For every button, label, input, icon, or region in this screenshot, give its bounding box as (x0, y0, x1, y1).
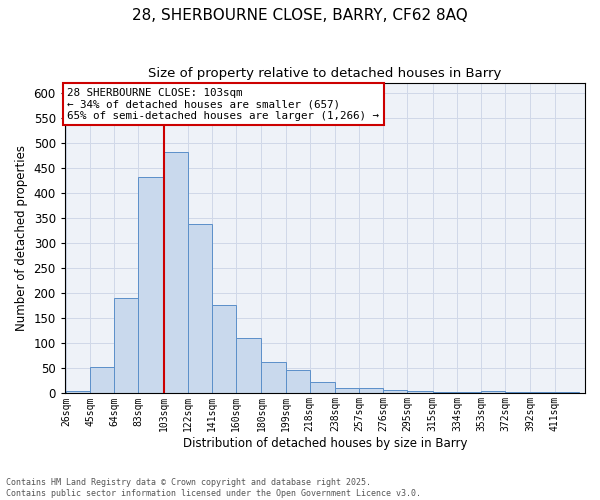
Bar (310, 382, 335, 394)
Bar (481, 391, 505, 394)
Bar (90, 368, 115, 394)
Y-axis label: Number of detached properties: Number of detached properties (15, 145, 28, 331)
Bar (286, 370, 310, 394)
Bar (433, 392, 457, 394)
Bar (457, 392, 481, 394)
Bar (359, 388, 383, 394)
Bar (212, 306, 236, 394)
Bar (407, 391, 433, 394)
Bar (66, 391, 90, 394)
Bar (530, 392, 554, 394)
Bar (139, 177, 164, 394)
Bar (262, 362, 286, 394)
X-axis label: Distribution of detached houses by size in Barry: Distribution of detached houses by size … (182, 437, 467, 450)
Bar (383, 390, 407, 394)
Bar (115, 298, 139, 394)
Bar (164, 152, 188, 394)
Text: 28 SHERBOURNE CLOSE: 103sqm
← 34% of detached houses are smaller (657)
65% of se: 28 SHERBOURNE CLOSE: 103sqm ← 34% of det… (67, 88, 379, 121)
Text: 28, SHERBOURNE CLOSE, BARRY, CF62 8AQ: 28, SHERBOURNE CLOSE, BARRY, CF62 8AQ (132, 8, 468, 22)
Text: Contains HM Land Registry data © Crown copyright and database right 2025.
Contai: Contains HM Land Registry data © Crown c… (6, 478, 421, 498)
Bar (188, 224, 212, 394)
Bar (505, 392, 530, 394)
Title: Size of property relative to detached houses in Barry: Size of property relative to detached ho… (148, 68, 502, 80)
Bar (335, 388, 359, 394)
Bar (236, 338, 262, 394)
Bar (554, 392, 578, 394)
